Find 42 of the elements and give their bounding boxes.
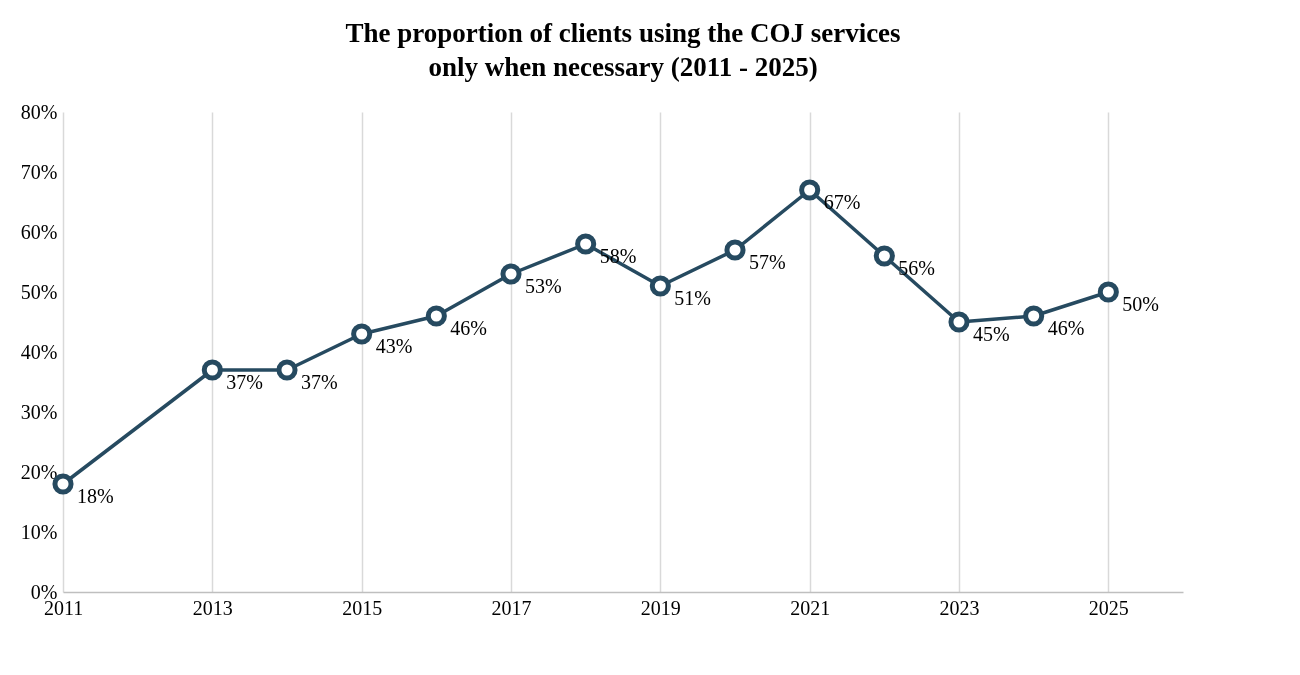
chart-title: The proportion of clients using the COJ services only when necessary (2011 - 2025) xyxy=(345,18,901,82)
y-tick-label: 20% xyxy=(20,460,58,483)
data-label: 46% xyxy=(1047,317,1085,339)
point xyxy=(873,245,895,267)
x-tick-label: 2015 xyxy=(342,596,383,619)
point xyxy=(724,239,746,261)
point xyxy=(575,233,597,255)
data-label: 67% xyxy=(823,191,861,213)
x-tick-label: 2019 xyxy=(640,596,681,619)
data-label: 45% xyxy=(973,323,1010,345)
x-tick-label: 2021 xyxy=(790,596,831,619)
data-label: 37% xyxy=(226,371,264,393)
point xyxy=(1097,281,1119,303)
y-tick-label: 10% xyxy=(20,520,58,543)
x-tick-label: 2013 xyxy=(192,596,233,619)
x-tick-label: 2023 xyxy=(939,596,980,619)
y-tick-label: 80% xyxy=(20,100,58,123)
point xyxy=(649,275,671,297)
data-label: 46% xyxy=(450,317,488,339)
point xyxy=(500,263,522,285)
data-label: 57% xyxy=(749,251,786,273)
point xyxy=(351,323,373,345)
point xyxy=(948,311,970,333)
data-label: 50% xyxy=(1122,293,1160,315)
point xyxy=(425,305,447,327)
data-label: 43% xyxy=(375,335,413,357)
point xyxy=(1023,305,1045,327)
data-label: 18% xyxy=(77,485,114,507)
x-tick-label: 2017 xyxy=(491,596,532,619)
y-tick-label: 60% xyxy=(20,220,58,243)
y-tick-label: 40% xyxy=(20,340,58,363)
x-tick-label: 2025 xyxy=(1088,596,1129,619)
y-tick-label: 70% xyxy=(20,160,58,183)
point xyxy=(799,179,821,201)
point xyxy=(201,359,223,381)
data-label: 37% xyxy=(301,371,338,393)
point xyxy=(276,359,298,381)
data-label: 56% xyxy=(898,257,936,279)
data-label: 51% xyxy=(674,287,712,309)
y-tick-label: 30% xyxy=(20,400,58,423)
y-tick-label: 50% xyxy=(20,280,58,303)
data-label: 53% xyxy=(525,275,562,297)
